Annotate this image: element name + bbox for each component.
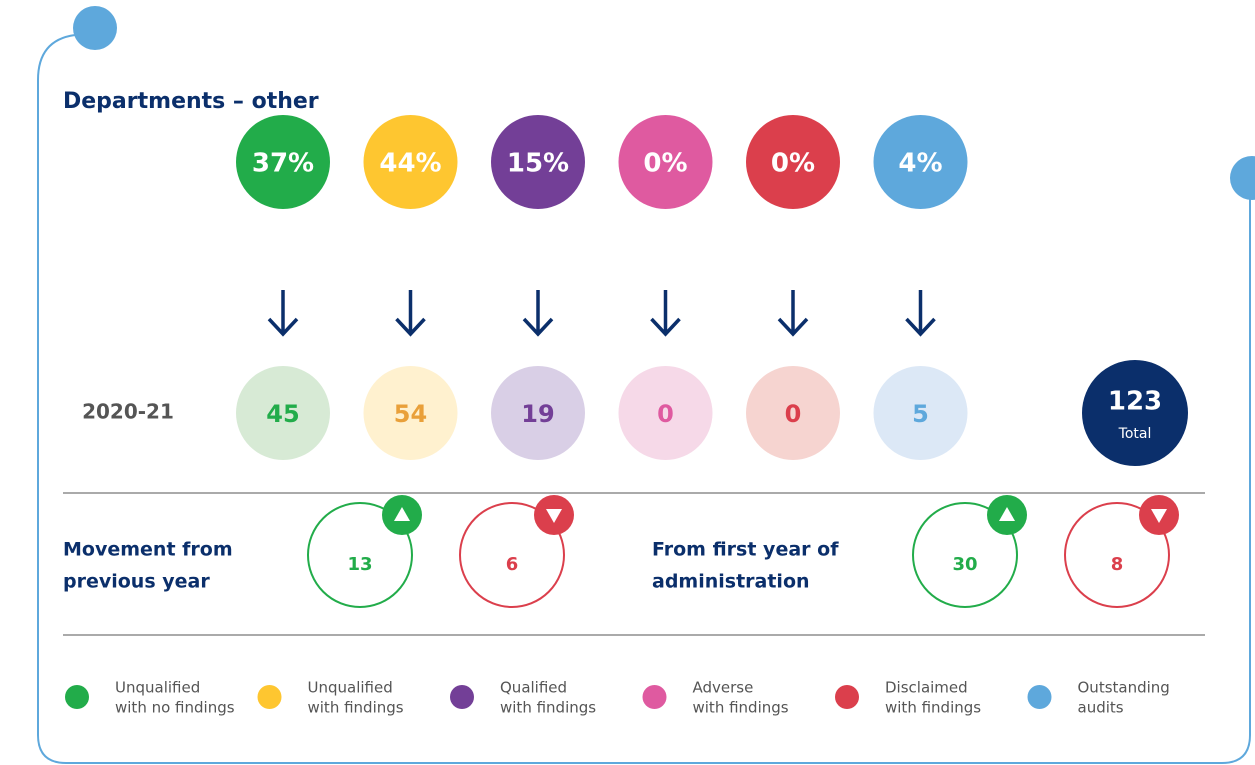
legend-dot (642, 685, 667, 709)
arrow (267, 290, 299, 337)
frame-dot (73, 6, 117, 50)
count: 0 (785, 400, 802, 428)
legend-dot (450, 685, 474, 709)
movement-value: 8 (1111, 554, 1124, 575)
arrow (650, 290, 681, 337)
legend-label: with findings (885, 699, 981, 717)
movement-label: previous year (63, 571, 210, 593)
count: 45 (266, 400, 299, 428)
percent: 37% (252, 149, 314, 179)
total-label: Total (1118, 426, 1152, 442)
count-circle (618, 366, 713, 460)
movement-circle (1064, 502, 1170, 608)
count-circle (491, 366, 585, 460)
percent: 0% (771, 149, 815, 179)
count-circle (363, 366, 458, 460)
count-circle (746, 366, 840, 460)
percent-circle (746, 115, 840, 209)
percent-circle (873, 115, 968, 209)
arrow (522, 290, 554, 337)
legend-dot (1027, 685, 1052, 709)
count: 19 (521, 400, 554, 428)
total-value: 123 (1108, 387, 1162, 417)
count: 5 (912, 400, 929, 428)
count: 54 (394, 400, 427, 428)
arrow (905, 290, 936, 337)
legend-dot (65, 685, 89, 709)
movement-label: Movement from (63, 539, 233, 561)
percent: 0% (643, 149, 687, 179)
legend-dot (257, 685, 282, 709)
percent-circle (363, 115, 458, 209)
frame (37, 34, 1251, 764)
count-circle (236, 366, 330, 460)
legend-label: Outstanding (1078, 679, 1170, 697)
arrow (777, 290, 809, 337)
badge-triangle (546, 509, 562, 523)
legend-label: Qualified (500, 679, 567, 697)
legend-label: Adverse (693, 679, 754, 697)
percent: 4% (898, 149, 942, 179)
legend-label: Unqualified (115, 679, 200, 697)
year: 2020-21 (82, 400, 174, 424)
percent: 15% (507, 149, 569, 179)
badge-triangle (1151, 509, 1167, 523)
frame-dot (1230, 156, 1255, 200)
movement-circle (307, 502, 413, 608)
movement-label: From first year of (652, 539, 839, 561)
movement-value: 6 (506, 554, 519, 575)
count: 0 (657, 400, 674, 428)
badge-triangle (999, 507, 1015, 521)
movement-value: 30 (952, 554, 977, 575)
legend-label: with findings (693, 699, 789, 717)
percent-circle (236, 115, 330, 209)
legend-label: with findings (308, 699, 404, 717)
legend-label: Disclaimed (885, 679, 968, 697)
percent: 44% (379, 149, 441, 179)
movement-value: 13 (347, 554, 372, 575)
legend-dot (835, 685, 859, 709)
legend-label: audits (1078, 699, 1124, 717)
legend-label: Unqualified (308, 679, 393, 697)
movement-circle (912, 502, 1018, 608)
badge-triangle (394, 507, 410, 521)
total-circle (1082, 360, 1188, 466)
legend-label: with findings (500, 699, 596, 717)
title: Departments – other (63, 89, 319, 114)
movement-circle (459, 502, 565, 608)
percent-circle (618, 115, 713, 209)
count-circle (873, 366, 968, 460)
legend-label: with no findings (115, 699, 235, 717)
movement-label: administration (652, 571, 810, 593)
percent-circle (491, 115, 585, 209)
arrow (395, 290, 426, 337)
